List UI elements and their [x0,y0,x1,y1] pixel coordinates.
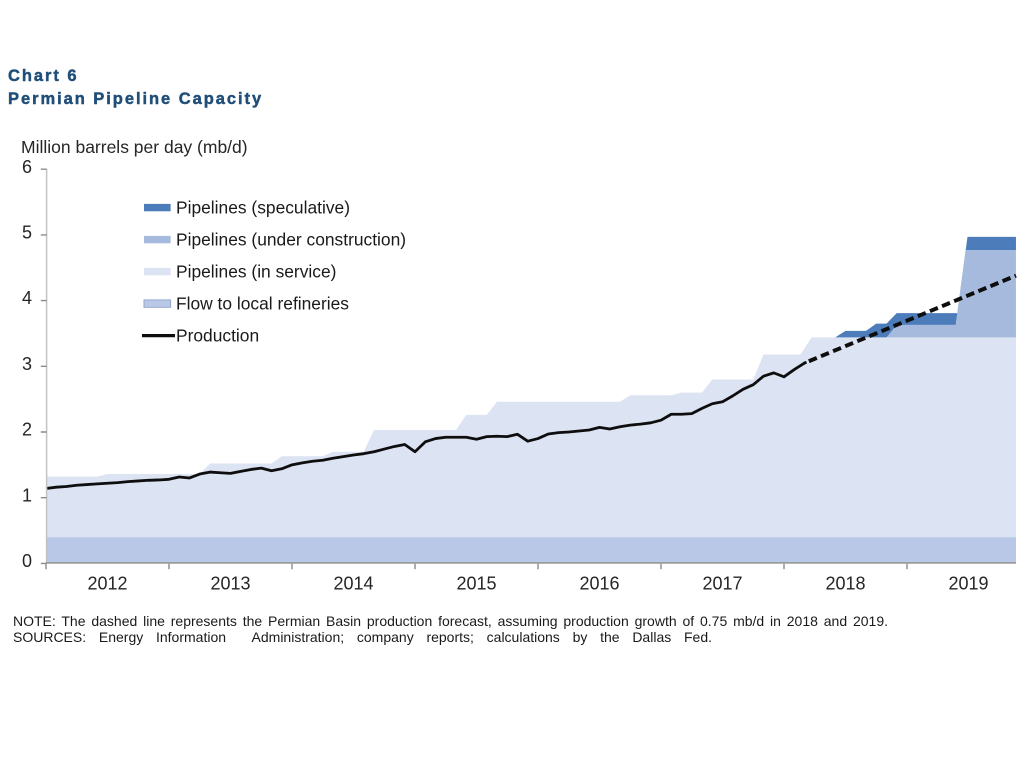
svg-text:2: 2 [22,420,32,440]
svg-text:2017: 2017 [702,574,742,594]
svg-text:6: 6 [22,157,32,177]
svg-text:3: 3 [22,354,32,374]
svg-text:2013: 2013 [210,574,250,594]
svg-text:2019: 2019 [948,574,988,594]
svg-text:Pipelines (under construction): Pipelines (under construction) [176,230,406,250]
svg-text:4: 4 [22,288,32,308]
svg-text:Production: Production [176,326,259,346]
svg-text:0: 0 [22,551,32,571]
svg-text:2012: 2012 [87,574,127,594]
svg-text:5: 5 [22,223,32,243]
svg-text:2016: 2016 [579,574,619,594]
svg-text:2018: 2018 [825,574,865,594]
svg-text:1: 1 [22,485,32,505]
svg-text:Pipelines (speculative): Pipelines (speculative) [176,198,350,218]
svg-text:Pipelines (in service): Pipelines (in service) [176,262,336,282]
svg-text:2014: 2014 [333,574,373,594]
svg-text:Flow to local refineries: Flow to local refineries [176,294,349,314]
svg-text:2015: 2015 [456,574,496,594]
